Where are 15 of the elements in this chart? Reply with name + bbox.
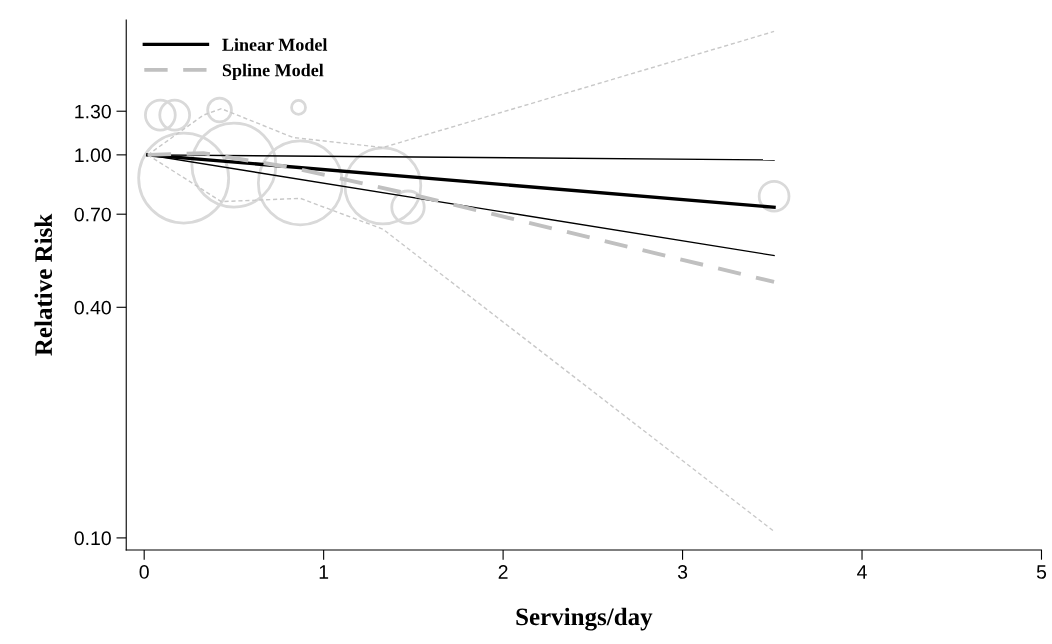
- x-tick-label: 4: [857, 565, 867, 579]
- y-axis-title: Relative Risk: [34, 213, 53, 356]
- y-tick-label: 0.10: [74, 531, 111, 546]
- y-tick-label: 1.30: [75, 104, 111, 119]
- x-tick-label: 5: [1036, 565, 1047, 579]
- x-tick-label: 1: [319, 565, 329, 579]
- y-tick-label: 0.40: [74, 300, 111, 315]
- x-tick-label: 2: [498, 565, 508, 579]
- y-tick-label: 1.00: [75, 148, 111, 163]
- y-tick-label: 0.70: [74, 207, 111, 222]
- legend-label: Linear Model: [222, 38, 328, 51]
- x-tick-label: 3: [677, 565, 688, 579]
- x-tick-label: 0: [139, 565, 149, 579]
- legend-label: Spline Model: [222, 63, 324, 81]
- x-axis-title: Servings/day: [516, 607, 653, 631]
